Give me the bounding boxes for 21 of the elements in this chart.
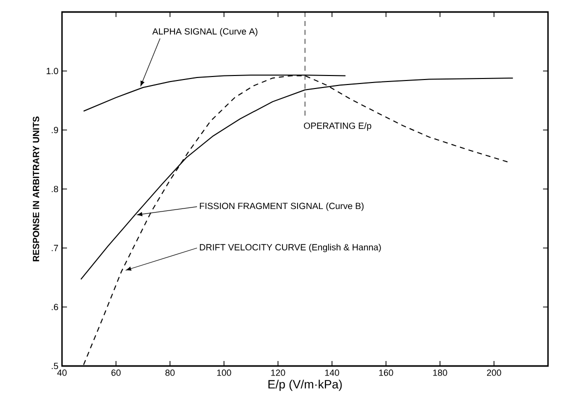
x-tick-label: 100 bbox=[217, 370, 232, 376]
x-tick-label: 140 bbox=[325, 370, 340, 376]
x-axis-title: E/p (V/m·kPa) bbox=[268, 380, 342, 391]
x-tick-label: 60 bbox=[111, 370, 121, 376]
x-tick-label: 40 bbox=[57, 370, 67, 376]
x-tick-label: 120 bbox=[271, 370, 286, 376]
y-tick-label: .8 bbox=[52, 186, 58, 192]
x-tick-label: 200 bbox=[486, 370, 502, 376]
x-tick-label: 80 bbox=[165, 370, 175, 376]
ref-line-label: OPERATING E/p bbox=[304, 122, 372, 131]
y-axis-title: RESPONSE IN ARBITRARY UNITS bbox=[32, 116, 40, 262]
annotation: FISSION FRAGMENT SIGNAL (Curve B) bbox=[200, 202, 364, 211]
annotation: ALPHA SIGNAL (Curve A) bbox=[152, 28, 258, 36]
annotation: DRIFT VELOCITY CURVE (English & Hanna) bbox=[200, 244, 381, 252]
y-tick-label: .5 bbox=[52, 362, 58, 370]
y-tick-label: .9 bbox=[52, 126, 58, 134]
y-tick-label: .6 bbox=[52, 304, 58, 310]
y-tick-label: 1.0 bbox=[46, 68, 58, 74]
y-tick-label: .7 bbox=[52, 244, 58, 252]
x-tick-label: 180 bbox=[433, 370, 448, 376]
x-tick-label: 160 bbox=[379, 370, 394, 376]
